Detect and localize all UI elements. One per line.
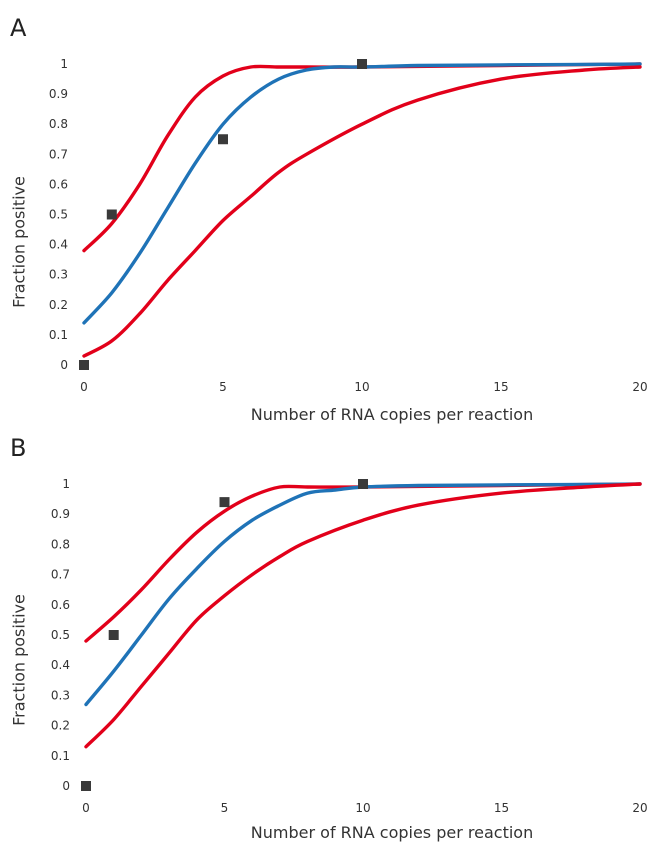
panel-label: B — [10, 434, 27, 462]
y-tick-label: 0.6 — [51, 598, 70, 612]
y-tick-label: 0.2 — [51, 719, 70, 733]
panel-label: A — [10, 14, 27, 42]
y-tick-label: 0.2 — [49, 298, 68, 312]
y-tick-label: 0.6 — [49, 177, 68, 191]
y-tick-label: 0.1 — [51, 749, 70, 763]
y-tick-label: 0.4 — [49, 238, 68, 252]
x-tick-label: 5 — [219, 380, 227, 394]
chart-panel-a: A Fraction positive 0 0.1 0.2 0.3 0.4 0.5 0.6 0… — [10, 14, 648, 424]
x-axis-label: Number of RNA copies per reaction — [250, 823, 534, 842]
x-tick-label: 15 — [493, 380, 508, 394]
confidence-bound-line — [82, 62, 642, 253]
fit-curve-line — [84, 482, 642, 707]
y-tick-label: 0.8 — [51, 537, 70, 551]
fit-curve-line — [82, 62, 642, 325]
x-tick-label: 15 — [494, 801, 509, 815]
y-tick-label: 0.7 — [51, 568, 70, 582]
chart-panel-b: B Fraction positive 0 0.1 0.2 0.3 0.4 0.5 0.6 0… — [0, 420, 649, 843]
y-tick-label: 1 — [62, 477, 70, 491]
confidence-bound-line — [84, 482, 642, 643]
y-tick-label: 0.8 — [49, 117, 68, 131]
data-point-marker — [218, 134, 228, 145]
chart-plot-area: 00.10.20.30.40.50.60.70.80.910 5 10 15 20 — [49, 57, 648, 394]
data-point-marker — [219, 497, 230, 508]
y-tick-label: 0.3 — [49, 268, 68, 282]
confidence-bound-line — [84, 482, 642, 749]
y-tick-label: 0.4 — [51, 658, 70, 672]
y-tick-label: 0.5 — [51, 628, 70, 642]
y-tick-label: 0.3 — [51, 688, 70, 702]
x-tick-label: 10 — [355, 801, 370, 815]
y-tick-label: 0.5 — [49, 208, 68, 222]
x-tick-label: 5 — [221, 801, 229, 815]
y-tick-label: 0.7 — [49, 147, 68, 161]
y-tick-label: 1 — [60, 57, 68, 71]
chart-plot-area: 00.10.20.30.40.50.60.70.80.910 5 10 15 20 — [51, 477, 648, 815]
y-tick-label: 0.9 — [51, 507, 70, 521]
y-tick-label: 0.1 — [49, 328, 68, 342]
y-tick-label: 0 — [62, 779, 70, 793]
x-tick-label: 0 — [82, 801, 90, 815]
x-tick-label: 0 — [80, 380, 88, 394]
x-axis-label: Number of RNA copies per reaction — [250, 405, 534, 424]
data-point-marker — [81, 781, 91, 791]
x-tick-label: 20 — [632, 801, 647, 815]
data-point-marker — [357, 59, 367, 69]
data-point-marker — [79, 360, 89, 370]
x-tick-label: 10 — [354, 380, 369, 394]
confidence-bound-line — [82, 65, 642, 358]
data-point-marker — [358, 479, 368, 489]
y-tick-label: 0.9 — [49, 87, 68, 101]
x-tick-label: 20 — [632, 380, 647, 394]
y-tick-label: 0 — [60, 358, 68, 372]
data-point-marker — [108, 630, 119, 640]
data-point-marker — [106, 209, 117, 220]
